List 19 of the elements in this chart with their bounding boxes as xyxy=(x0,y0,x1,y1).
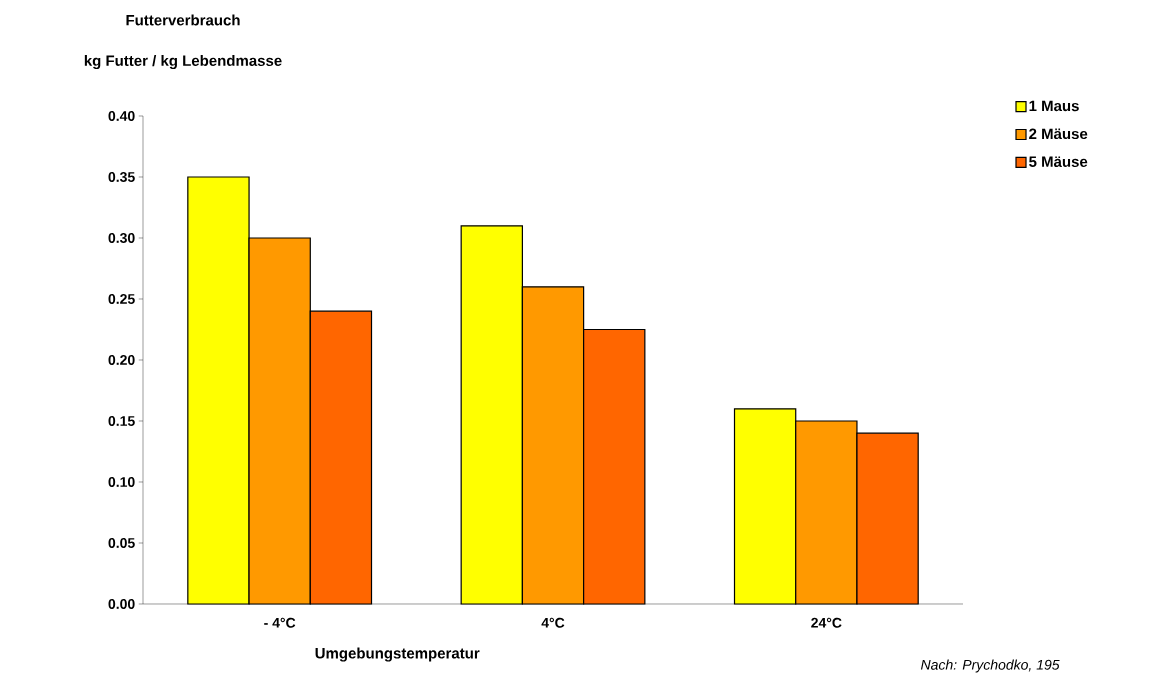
y-tick-label: 0.20 xyxy=(108,355,135,365)
y-tick-label: 0.35 xyxy=(108,172,135,182)
legend-label: 5 Mäuse xyxy=(1029,156,1088,167)
legend-label: 2 Mäuse xyxy=(1029,128,1088,140)
x-tick-label: 24°C xyxy=(811,617,842,628)
y-tick-label: 0.30 xyxy=(108,233,135,243)
x-tick-label: - 4°C xyxy=(264,617,296,628)
x-axis-title: Umgebungstemperatur xyxy=(315,647,480,662)
chart-title: Futterverbrauch xyxy=(126,14,240,26)
y-axis-title: kg Futter / kg Lebendmasse xyxy=(84,54,282,70)
y-tick-label: 0.25 xyxy=(108,294,135,304)
y-tick-label: 0.10 xyxy=(108,477,135,487)
x-tick-label: 4°C xyxy=(541,617,565,628)
legend-label: 1 Maus xyxy=(1029,100,1079,112)
text: Nach: Prychodko, 195 xyxy=(920,659,1060,673)
y-tick-label: 0.00 xyxy=(108,599,135,609)
y-tick-label: 0.05 xyxy=(108,538,135,548)
y-tick-label: 0.40 xyxy=(108,111,135,121)
y-tick-label: 0.15 xyxy=(108,416,135,426)
